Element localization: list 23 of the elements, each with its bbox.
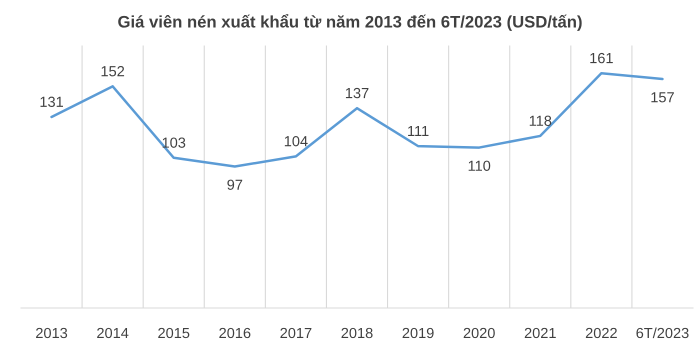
data-label: 110 xyxy=(468,160,490,171)
x-tick-label: 2017 xyxy=(280,328,312,338)
data-label: 97 xyxy=(227,180,242,190)
x-tick-label: 2018 xyxy=(342,328,373,338)
data-label: 103 xyxy=(162,137,186,148)
x-tick-label: 2016 xyxy=(219,328,250,338)
data-label: 131 xyxy=(40,96,63,107)
data-label: 137 xyxy=(346,88,368,98)
data-label: 118 xyxy=(530,116,552,126)
data-label: 161 xyxy=(590,52,613,64)
data-label: 104 xyxy=(284,136,308,146)
data-label: 157 xyxy=(651,92,674,102)
data-label: 111 xyxy=(408,126,428,136)
x-tick-label: 2014 xyxy=(97,328,128,338)
data-label: 152 xyxy=(102,66,124,76)
x-tick-label: 2022 xyxy=(586,328,617,338)
x-tick-label: 2021 xyxy=(524,328,556,338)
x-tick-label: 2020 xyxy=(464,328,495,338)
x-tick-label: 2019 xyxy=(402,328,434,338)
x-tick-label: 2015 xyxy=(158,328,190,338)
chart-title: Giá viên nén xuất khẩu từ năm 2013 đến 6T/2023 (USD/tấn) xyxy=(118,14,582,31)
x-tick-label: 6T/2023 xyxy=(636,327,689,338)
x-tick-label: 2013 xyxy=(36,328,68,338)
